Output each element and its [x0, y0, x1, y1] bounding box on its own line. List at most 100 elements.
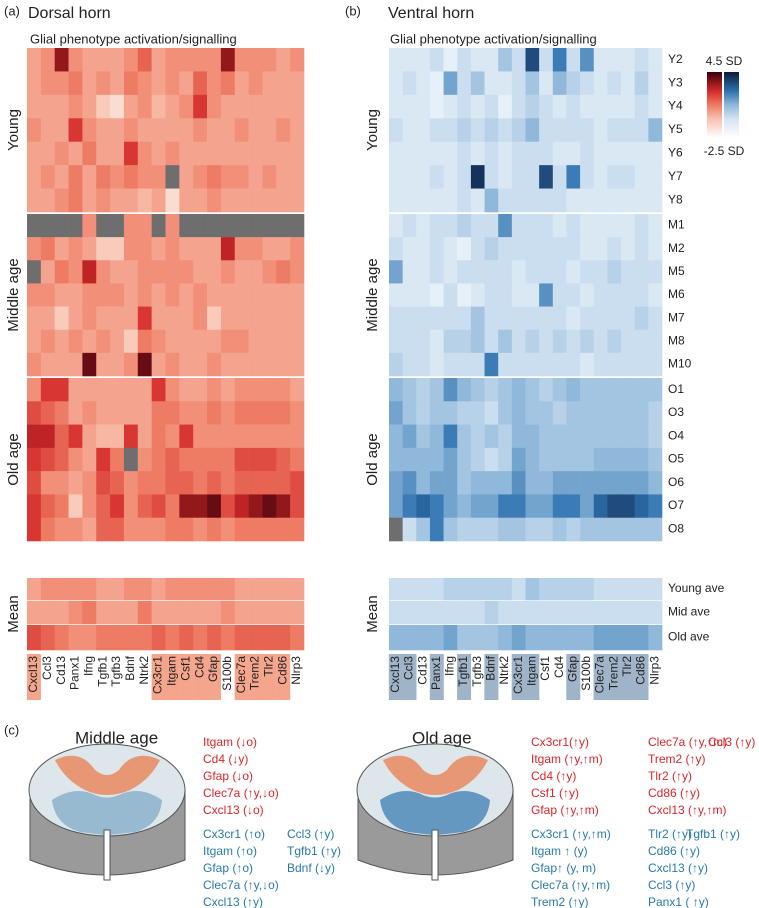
- missing-cell: [276, 214, 291, 238]
- heatmap-cell: [179, 237, 194, 261]
- heatmap-cell: [648, 401, 663, 425]
- heatmap-cell: [248, 48, 263, 72]
- heatmap-cell: [621, 94, 635, 119]
- heatmap-cell: [82, 214, 97, 238]
- heatmap-cell: [54, 471, 69, 495]
- heatmap-cell: [151, 447, 166, 472]
- column-label: Bdnf: [123, 655, 137, 680]
- heatmap-cell: [165, 471, 180, 495]
- heatmap-cell: [621, 48, 635, 72]
- heatmap-cell: [276, 494, 291, 519]
- heatmap-cell: [123, 517, 139, 542]
- heatmap-cell: [40, 260, 55, 284]
- heatmap-cell: [552, 141, 567, 166]
- heatmap-cell: [580, 94, 595, 119]
- heatmap-cell: [68, 329, 83, 354]
- heatmap-cell: [539, 141, 554, 166]
- label-highlight: [484, 654, 499, 700]
- heatmap-cell: [621, 214, 635, 238]
- heatmap-cell: [276, 237, 291, 261]
- heatmap-cell: [179, 447, 194, 472]
- heatmap-cell: [123, 329, 139, 354]
- heatmap-cell: [290, 260, 305, 284]
- heatmap-cell: [123, 401, 139, 425]
- heatmap-cell: [234, 71, 249, 96]
- heatmap-cell: [648, 424, 663, 449]
- heatmap-cell: [68, 601, 83, 625]
- heatmap-cell: [248, 188, 263, 213]
- heatmap-cell: [262, 237, 277, 261]
- heatmap-cell: [470, 447, 485, 472]
- heatmap-cell: [193, 71, 208, 96]
- heatmap-cell: [457, 378, 472, 402]
- heatmap-cell: [207, 517, 222, 542]
- column-label: Panx1: [429, 656, 443, 690]
- heatmap-cell: [389, 578, 403, 601]
- heatmap-cell: [82, 471, 97, 495]
- row-label: O8: [668, 522, 684, 536]
- heatmap-cell: [539, 94, 554, 119]
- gene-change: Cd4 (↓y): [203, 752, 248, 766]
- chart-title: Dorsal horn: [28, 5, 111, 22]
- heatmap-cell: [402, 517, 417, 542]
- heatmap-cell: [429, 352, 444, 377]
- heatmap-cell: [123, 141, 139, 166]
- heatmap-cell: [68, 447, 83, 472]
- row-label: M2: [668, 241, 685, 255]
- heatmap-cell: [457, 48, 472, 72]
- heatmap-cell: [443, 601, 458, 625]
- heatmap-cell: [470, 401, 485, 425]
- heatmap-cell: [54, 625, 69, 651]
- heatmap-cell: [207, 378, 222, 402]
- heatmap-cell: [402, 424, 417, 449]
- heatmap-cell: [525, 494, 540, 519]
- heatmap-cell: [552, 306, 567, 331]
- heatmap-cell: [498, 494, 513, 519]
- heatmap-cell: [290, 601, 305, 625]
- heatmap-cell: [457, 306, 472, 331]
- heatmap-cell: [580, 214, 595, 238]
- heatmap-cell: [179, 494, 194, 519]
- heatmap-cell: [634, 237, 649, 261]
- heatmap-cell: [416, 447, 431, 472]
- chart-title: Ventral horn: [388, 5, 474, 22]
- gene-change: Itgam (↓o): [203, 735, 257, 749]
- heatmap-cell: [220, 471, 236, 495]
- column-label: S100b: [220, 656, 234, 691]
- heatmap-cell: [621, 625, 635, 651]
- heatmap-cell: [402, 283, 417, 307]
- heatmap-cell: [634, 48, 649, 72]
- heatmap-cell: [389, 141, 403, 166]
- heatmap-cell: [498, 424, 513, 449]
- column-label: Cd86: [275, 656, 289, 685]
- heatmap-cell: [27, 352, 42, 377]
- heatmap-cell: [470, 378, 485, 402]
- heatmap-cell: [484, 625, 499, 651]
- heatmap-cell: [137, 378, 152, 402]
- heatmap-cell: [137, 625, 152, 651]
- heatmap-cell: [82, 447, 97, 472]
- heatmap-cell: [634, 214, 649, 238]
- heatmap-cell: [607, 601, 622, 625]
- heatmap-cell: [290, 283, 305, 307]
- label-highlight: [429, 654, 444, 700]
- heatmap-cell: [511, 352, 526, 377]
- heatmap-cell: [110, 283, 125, 307]
- heatmap-cell: [110, 517, 125, 542]
- heatmap-cell: [484, 378, 499, 402]
- heatmap-cell: [498, 352, 513, 377]
- heatmap-cell: [470, 94, 485, 119]
- group-label: Young: [364, 109, 381, 151]
- heatmap-cell: [110, 378, 125, 402]
- heatmap-cell: [580, 447, 595, 472]
- heatmap-cell: [511, 94, 526, 119]
- heatmap-cell: [511, 306, 526, 331]
- heatmap-cell: [498, 260, 513, 284]
- heatmap-cell: [290, 188, 305, 213]
- heatmap-cell: [539, 71, 554, 96]
- heatmap-cell: [165, 94, 180, 119]
- heatmap-cell: [151, 352, 166, 377]
- heatmap-cell: [593, 601, 608, 625]
- heatmap-cell: [290, 141, 305, 166]
- heatmap-cell: [207, 94, 222, 119]
